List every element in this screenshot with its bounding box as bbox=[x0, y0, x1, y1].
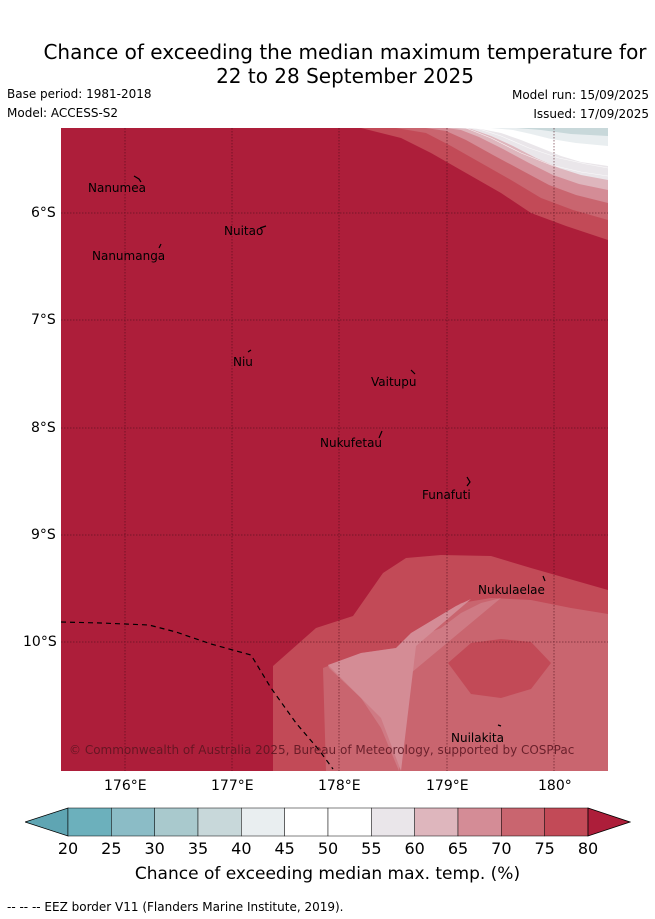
place-label: Nukufetau bbox=[320, 436, 382, 450]
zone-35-40-ne bbox=[516, 128, 608, 136]
base-period: Base period: 1981-2018 bbox=[7, 87, 152, 101]
lat-label: 10°S bbox=[23, 634, 57, 650]
forecast-map: Nanumea Nuitao Nanumanga Niu Vaitupu Nuk… bbox=[61, 128, 608, 771]
colorbar-tick-label: 65 bbox=[447, 839, 469, 858]
lon-label: 180° bbox=[538, 778, 572, 794]
colorbar-segment bbox=[414, 807, 459, 837]
lat-label: 9°S bbox=[31, 527, 56, 543]
colorbar-segment bbox=[457, 807, 502, 837]
eez-footnote: -- -- -- EEZ border V11 (Flanders Marine… bbox=[7, 900, 344, 914]
colorbar-segment bbox=[111, 807, 155, 837]
place-label: Nanumea bbox=[88, 181, 146, 195]
lat-label: 6°S bbox=[31, 205, 56, 221]
model-name: Model: ACCESS-S2 bbox=[7, 106, 119, 120]
colorbar-segment bbox=[544, 807, 589, 837]
colorbar-segment bbox=[197, 807, 242, 837]
lon-label: 177°E bbox=[211, 778, 254, 794]
copyright-notice: © Commonwealth of Australia 2025, Bureau… bbox=[69, 743, 574, 757]
colorbar-tick-label: 20 bbox=[57, 839, 79, 858]
colorbar-tick-label: 60 bbox=[404, 839, 425, 858]
colorbar-tick-label: 35 bbox=[187, 839, 209, 858]
title-line-1: Chance of exceeding the median maximum t… bbox=[43, 40, 647, 64]
model-run: Model run: 15/09/2025 bbox=[511, 88, 649, 102]
colorbar-tick-label: 70 bbox=[491, 839, 512, 858]
colorbar-tick-label: 30 bbox=[144, 839, 165, 858]
place-label: Niu bbox=[233, 355, 253, 369]
eez-border bbox=[61, 621, 334, 770]
title-line-2: 22 to 28 September 2025 bbox=[216, 64, 474, 88]
colorbar-tick-label: 55 bbox=[361, 839, 382, 858]
colorbar-tick-label: 45 bbox=[274, 839, 295, 858]
colorbar-segment bbox=[371, 807, 415, 837]
lat-label: 8°S bbox=[31, 420, 56, 436]
colorbar-segment bbox=[501, 807, 545, 837]
colorbar bbox=[25, 807, 631, 837]
colorbar-tick-label: 25 bbox=[101, 839, 122, 858]
place-label: Nanumanga bbox=[92, 249, 165, 263]
graticule bbox=[61, 128, 608, 771]
colorbar-tick-label: 50 bbox=[317, 839, 339, 858]
colorbar-segment bbox=[67, 807, 112, 837]
colorbar-extend-high bbox=[587, 807, 631, 837]
zone-70-75-inner bbox=[448, 639, 551, 698]
colorbar-tick-label: 75 bbox=[534, 839, 555, 858]
place-label: Vaitupu bbox=[371, 375, 417, 389]
place-label: Nuitao bbox=[224, 224, 263, 238]
colorbar-segment bbox=[154, 807, 199, 837]
lat-label: 7°S bbox=[31, 312, 56, 328]
place-label: Nuilakita bbox=[451, 731, 504, 745]
issued-date: Issued: 17/09/2025 bbox=[533, 107, 649, 121]
colorbar-segment bbox=[241, 807, 285, 837]
lon-label: 176°E bbox=[104, 778, 147, 794]
colorbar-tick-label: 80 bbox=[577, 839, 599, 858]
lon-label: 178°E bbox=[318, 778, 361, 794]
colorbar-tick-label: 40 bbox=[231, 839, 252, 858]
chart-title: Chance of exceeding the median maximum t… bbox=[0, 40, 655, 88]
place-label: Nukulaelae bbox=[478, 583, 545, 597]
place-label: Funafuti bbox=[422, 488, 471, 502]
colorbar-extend-low bbox=[25, 807, 69, 837]
colorbar-segment bbox=[327, 807, 372, 837]
island-outlines bbox=[133, 175, 546, 727]
colorbar-segment bbox=[284, 807, 329, 837]
zone-65-70-lower bbox=[328, 598, 501, 771]
colorbar-title: Chance of exceeding median max. temp. (%… bbox=[134, 864, 521, 884]
lon-label: 179°E bbox=[426, 778, 469, 794]
